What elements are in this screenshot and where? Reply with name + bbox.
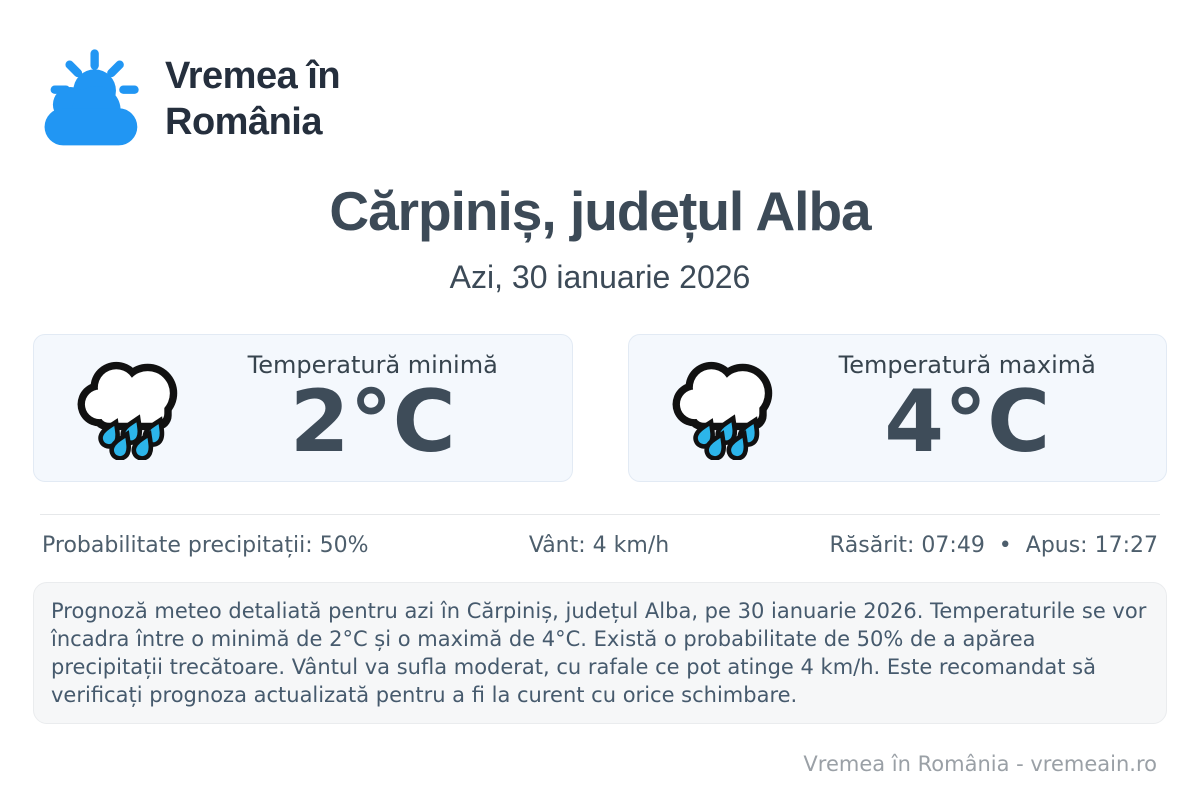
page-subtitle: Azi, 30 ianuarie 2026: [449, 259, 751, 295]
sunrise-sunset-stat: Răsărit: 07:49 • Apus: 17:27: [829, 533, 1158, 558]
forecast-summary: Prognoză meteo detaliată pentru azi în C…: [33, 582, 1167, 724]
max-temperature-card: Temperatură maximă 4°C: [627, 334, 1167, 482]
rain-cloud-icon: [672, 361, 772, 460]
logo: Vremea în România: [39, 45, 1167, 153]
logo-line1: Vremea în: [165, 55, 341, 97]
max-temperature-value: 4°C: [884, 372, 1051, 473]
logo-line2: România: [165, 101, 322, 143]
footer-credit: Vremea în România - vremeain.ro: [803, 752, 1157, 776]
logo-text: Vremea în România: [165, 53, 341, 145]
temperature-cards: Temperatură minimă 2°C: [33, 334, 1167, 482]
page-title: Cărpiniș, județul Alba: [329, 180, 871, 242]
stats-divider: [40, 514, 1160, 515]
max-temperature-info: Temperatură maximă 4°C: [787, 351, 1149, 473]
sun-cloud-icon: [44, 49, 139, 146]
min-temperature-value: 2°C: [289, 372, 456, 473]
min-temperature-card: Temperatură minimă 2°C: [33, 334, 573, 482]
max-temperature-label: Temperatură maximă: [838, 351, 1096, 380]
precipitation-stat: Probabilitate precipitații: 50%: [42, 533, 369, 558]
rain-cloud-icon: [77, 361, 178, 460]
min-temperature-label: Temperatură minimă: [247, 351, 498, 380]
stats-row: Probabilitate precipitații: 50% Vânt: 4 …: [42, 533, 1158, 558]
min-temperature-info: Temperatură minimă 2°C: [192, 351, 554, 473]
wind-stat: Vânt: 4 km/h: [528, 533, 670, 558]
